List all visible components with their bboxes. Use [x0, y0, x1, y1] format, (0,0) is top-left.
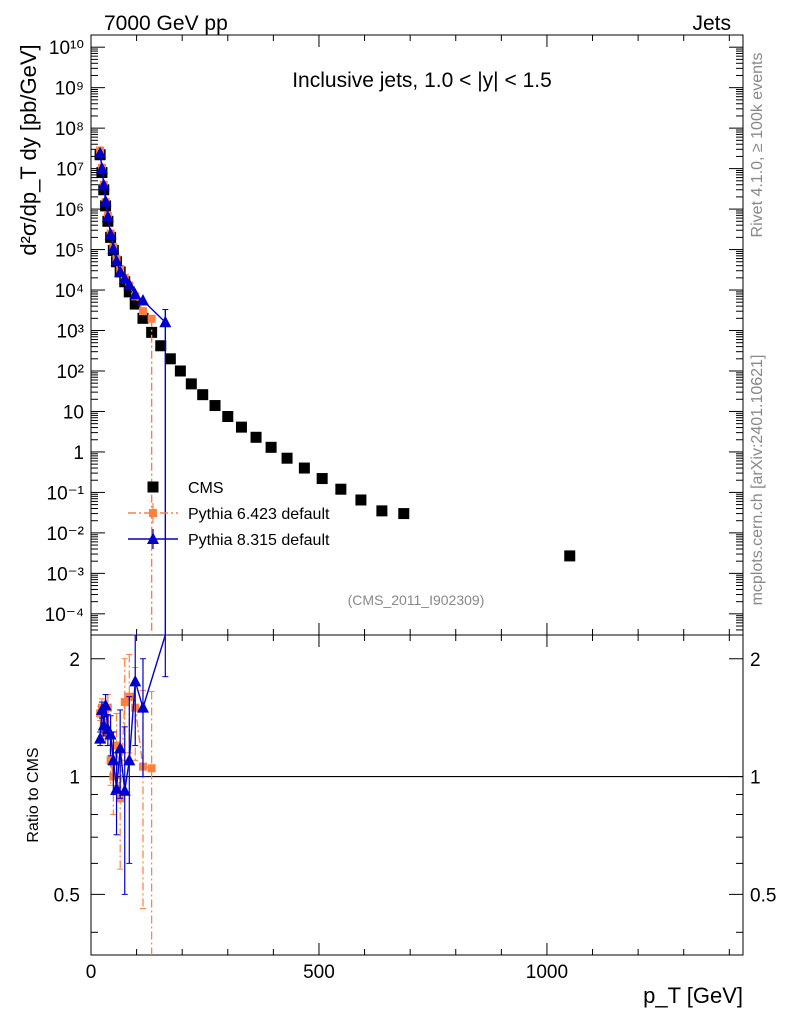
- ratio-plot-frame: [90, 634, 744, 956]
- data-series: [94, 146, 576, 955]
- y-tick-label: 1: [73, 443, 84, 464]
- data-point: [376, 505, 388, 517]
- data-point: [355, 494, 367, 506]
- header-process: Jets: [692, 12, 731, 35]
- ratio-point: [112, 741, 121, 750]
- y-tick-label: 10⁻¹: [47, 483, 85, 504]
- x-tick-label: 500: [303, 962, 335, 983]
- y-tick-label: 10⁴: [55, 281, 84, 302]
- ratio-point: [147, 764, 156, 773]
- data-point: [155, 340, 167, 352]
- data-point: [185, 378, 197, 390]
- data-point: [97, 178, 110, 191]
- legend-marker: [147, 532, 159, 544]
- ratio-tick-label-right: 2: [750, 650, 761, 671]
- data-point: [398, 508, 410, 520]
- data-point: [110, 254, 123, 267]
- ratio-point: [94, 732, 107, 744]
- data-point: [335, 483, 347, 495]
- data-point: [95, 162, 108, 174]
- ratio-point: [114, 741, 127, 754]
- data-point: [298, 462, 310, 474]
- y-tick-label: 10²: [57, 362, 84, 383]
- ratio-tick-label: 2: [69, 650, 80, 671]
- ratio-tick-label-right: 1: [750, 768, 761, 789]
- y-axis-label: d²σ/dp_T dy [pb/GeV]: [16, 44, 41, 255]
- ratio-tick-label-right: 0.5: [750, 885, 776, 906]
- legend-entry: CMS: [147, 480, 224, 497]
- data-point: [118, 272, 131, 284]
- ratio-point: [129, 674, 142, 687]
- data-point: [101, 210, 114, 222]
- series-2: [94, 146, 172, 635]
- y-tick-label: 10⁵: [55, 241, 84, 262]
- ratio-y-axis-label: Ratio to CMS: [25, 747, 42, 842]
- legend-entry: Pythia 8.315 default: [128, 529, 330, 549]
- x-tick-label: 0: [86, 962, 97, 983]
- legend-entry: Pythia 6.423 default: [128, 503, 330, 523]
- ratio-series-2: [94, 634, 169, 895]
- y-tick-label: 10⁷: [56, 160, 84, 181]
- y-tick-label: 10³: [57, 322, 84, 343]
- data-point: [104, 227, 117, 240]
- legend-label: Pythia 6.423 default: [188, 506, 330, 523]
- data-point: [147, 314, 156, 323]
- ratio-tick-label: 1: [69, 768, 80, 789]
- data-point: [316, 473, 328, 485]
- rivet-version-text: Rivet 4.1.0, ≥ 100k events: [749, 53, 766, 238]
- legend-marker: [147, 481, 159, 493]
- y-tick-label: 10⁹: [55, 79, 84, 100]
- ratio-point: [136, 701, 149, 713]
- ratio-point: [120, 698, 129, 707]
- ratio-tick-label: 0.5: [54, 885, 80, 906]
- data-point: [123, 278, 136, 290]
- data-point: [123, 286, 135, 298]
- y-tick-label: 10⁸: [55, 119, 84, 140]
- data-point: [138, 307, 147, 316]
- legend-label: CMS: [188, 480, 224, 497]
- y-tick-label: 10: [63, 402, 84, 423]
- ratio-point: [99, 698, 112, 711]
- header-beam: 7000 GeV pp: [104, 12, 228, 35]
- data-point: [99, 194, 112, 207]
- ratio-point: [118, 784, 131, 796]
- mcplots-source-text: mcplots.cern.ch [arXiv:2401.10621]: [749, 355, 766, 606]
- y-tick-label: 10⁶: [55, 200, 84, 221]
- ratio-point: [123, 753, 136, 766]
- data-point: [136, 293, 149, 306]
- data-point: [250, 431, 262, 443]
- y-tick-label: 10⁻²: [47, 524, 85, 545]
- y-tick-label: 10⁻⁴: [45, 605, 84, 626]
- data-point: [137, 312, 149, 324]
- data-point: [265, 441, 277, 453]
- analysis-id: (CMS_2011_I902309): [348, 592, 485, 608]
- data-point: [146, 326, 158, 338]
- data-point: [107, 242, 120, 254]
- data-point: [235, 421, 247, 433]
- x-axis-label: p_T [GeV]: [643, 983, 743, 1008]
- data-point: [129, 287, 142, 300]
- data-point: [281, 452, 293, 464]
- data-point: [129, 298, 141, 310]
- data-point: [564, 550, 576, 562]
- legend-marker: [149, 509, 157, 517]
- data-point: [159, 315, 172, 328]
- data-point: [114, 265, 127, 277]
- data-point: [222, 411, 234, 423]
- ratio-point: [110, 782, 123, 794]
- series-0: [94, 149, 576, 562]
- x-tick-label: 1000: [526, 962, 568, 983]
- y-tick-label: 10¹⁰: [49, 38, 84, 59]
- data-point: [174, 365, 186, 377]
- legend: CMS Pythia 6.423 default Pythia 8.315 defa…: [128, 480, 330, 549]
- data-point: [94, 146, 107, 159]
- data-point: [197, 389, 209, 401]
- legend-label: Pythia 8.315 default: [188, 532, 330, 549]
- chart-title: Inclusive jets, 1.0 < |y| < 1.5: [292, 69, 552, 92]
- data-point: [209, 400, 221, 412]
- y-tick-label: 10⁻³: [47, 564, 85, 585]
- data-point: [164, 353, 176, 365]
